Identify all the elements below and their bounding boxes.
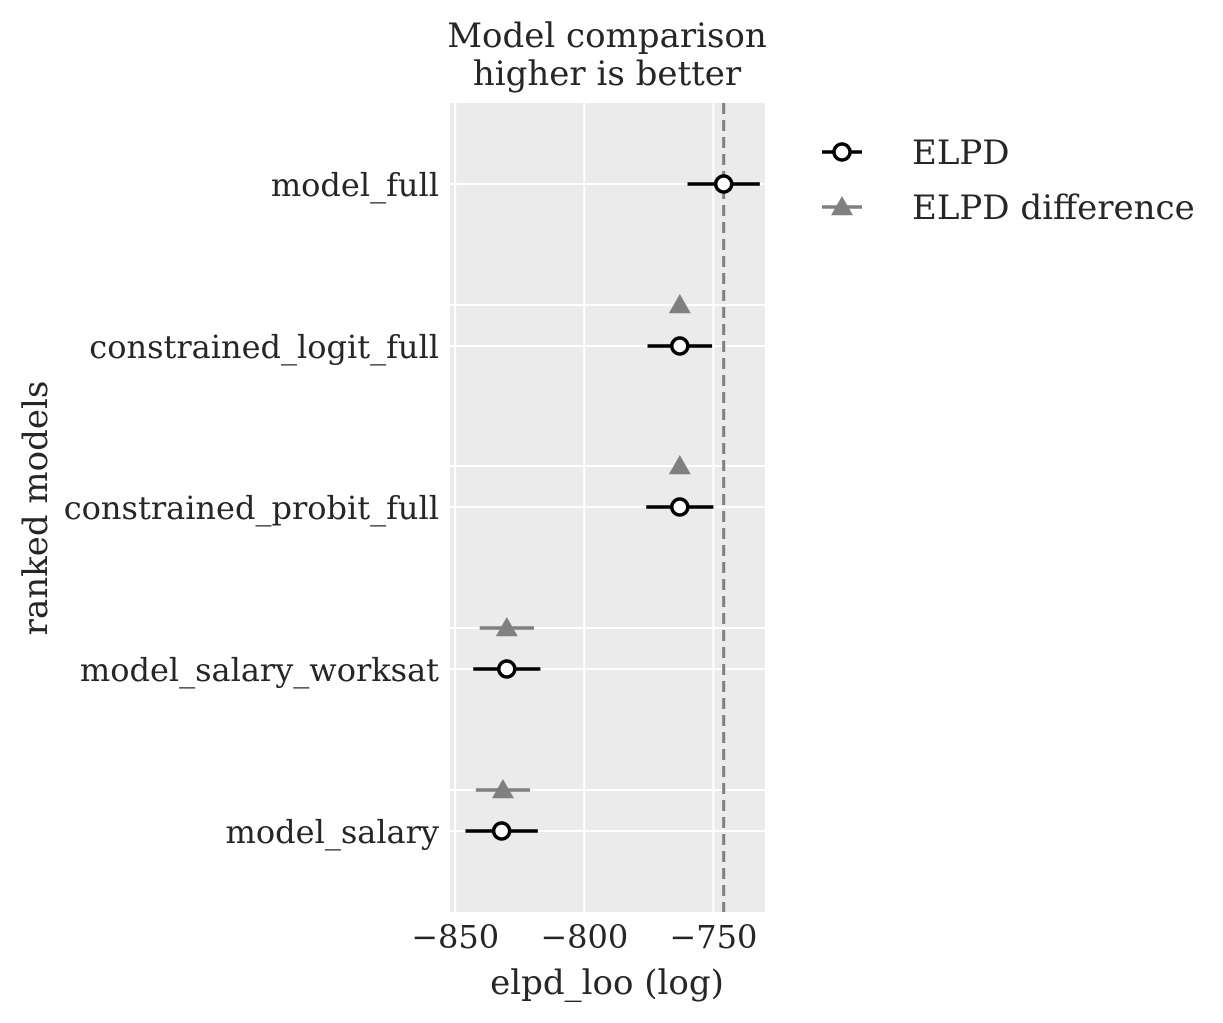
elpd-point	[713, 174, 734, 194]
legend-diff-marker	[831, 196, 853, 216]
legend-diff-label: ELPD difference	[912, 188, 1195, 228]
chart-title-line: Model comparison	[447, 16, 767, 56]
y-tick-label: model_salary_worksat	[80, 651, 439, 689]
y-tick-label: model_salary	[226, 813, 439, 851]
x-tick-label: −800	[540, 918, 628, 956]
y-tick-label: constrained_logit_full	[89, 328, 439, 366]
legend-elpd-marker	[832, 142, 852, 162]
chart-title: Model comparison higher is better	[447, 16, 767, 94]
x-axis-label: elpd_loo (log)	[490, 963, 724, 1003]
elpd-point	[491, 821, 512, 841]
y-tick-labels: model_full constrained_logit_full constrai…	[64, 166, 439, 851]
x-tick-labels: −850 −800 −750	[411, 918, 757, 956]
legend: ELPD ELPD difference	[822, 133, 1195, 228]
elpd-point	[670, 336, 690, 356]
chart-title-line: higher is better	[473, 54, 742, 94]
y-tick-label: constrained_probit_full	[64, 489, 439, 527]
y-tick-label: model_full	[271, 166, 439, 204]
elpd-difference-point	[668, 455, 691, 475]
y-axis-label: ranked models	[16, 381, 56, 636]
x-tick-label: −750	[669, 918, 757, 956]
elpd-point	[670, 497, 690, 517]
series-layer	[465, 174, 760, 841]
x-tick-label: −850	[411, 918, 499, 956]
elpd-difference-point	[495, 617, 518, 637]
legend-elpd-label: ELPD	[912, 133, 1010, 173]
elpd-point	[497, 659, 517, 679]
elpd-difference-point	[668, 294, 691, 314]
elpd-difference-point	[491, 779, 514, 799]
